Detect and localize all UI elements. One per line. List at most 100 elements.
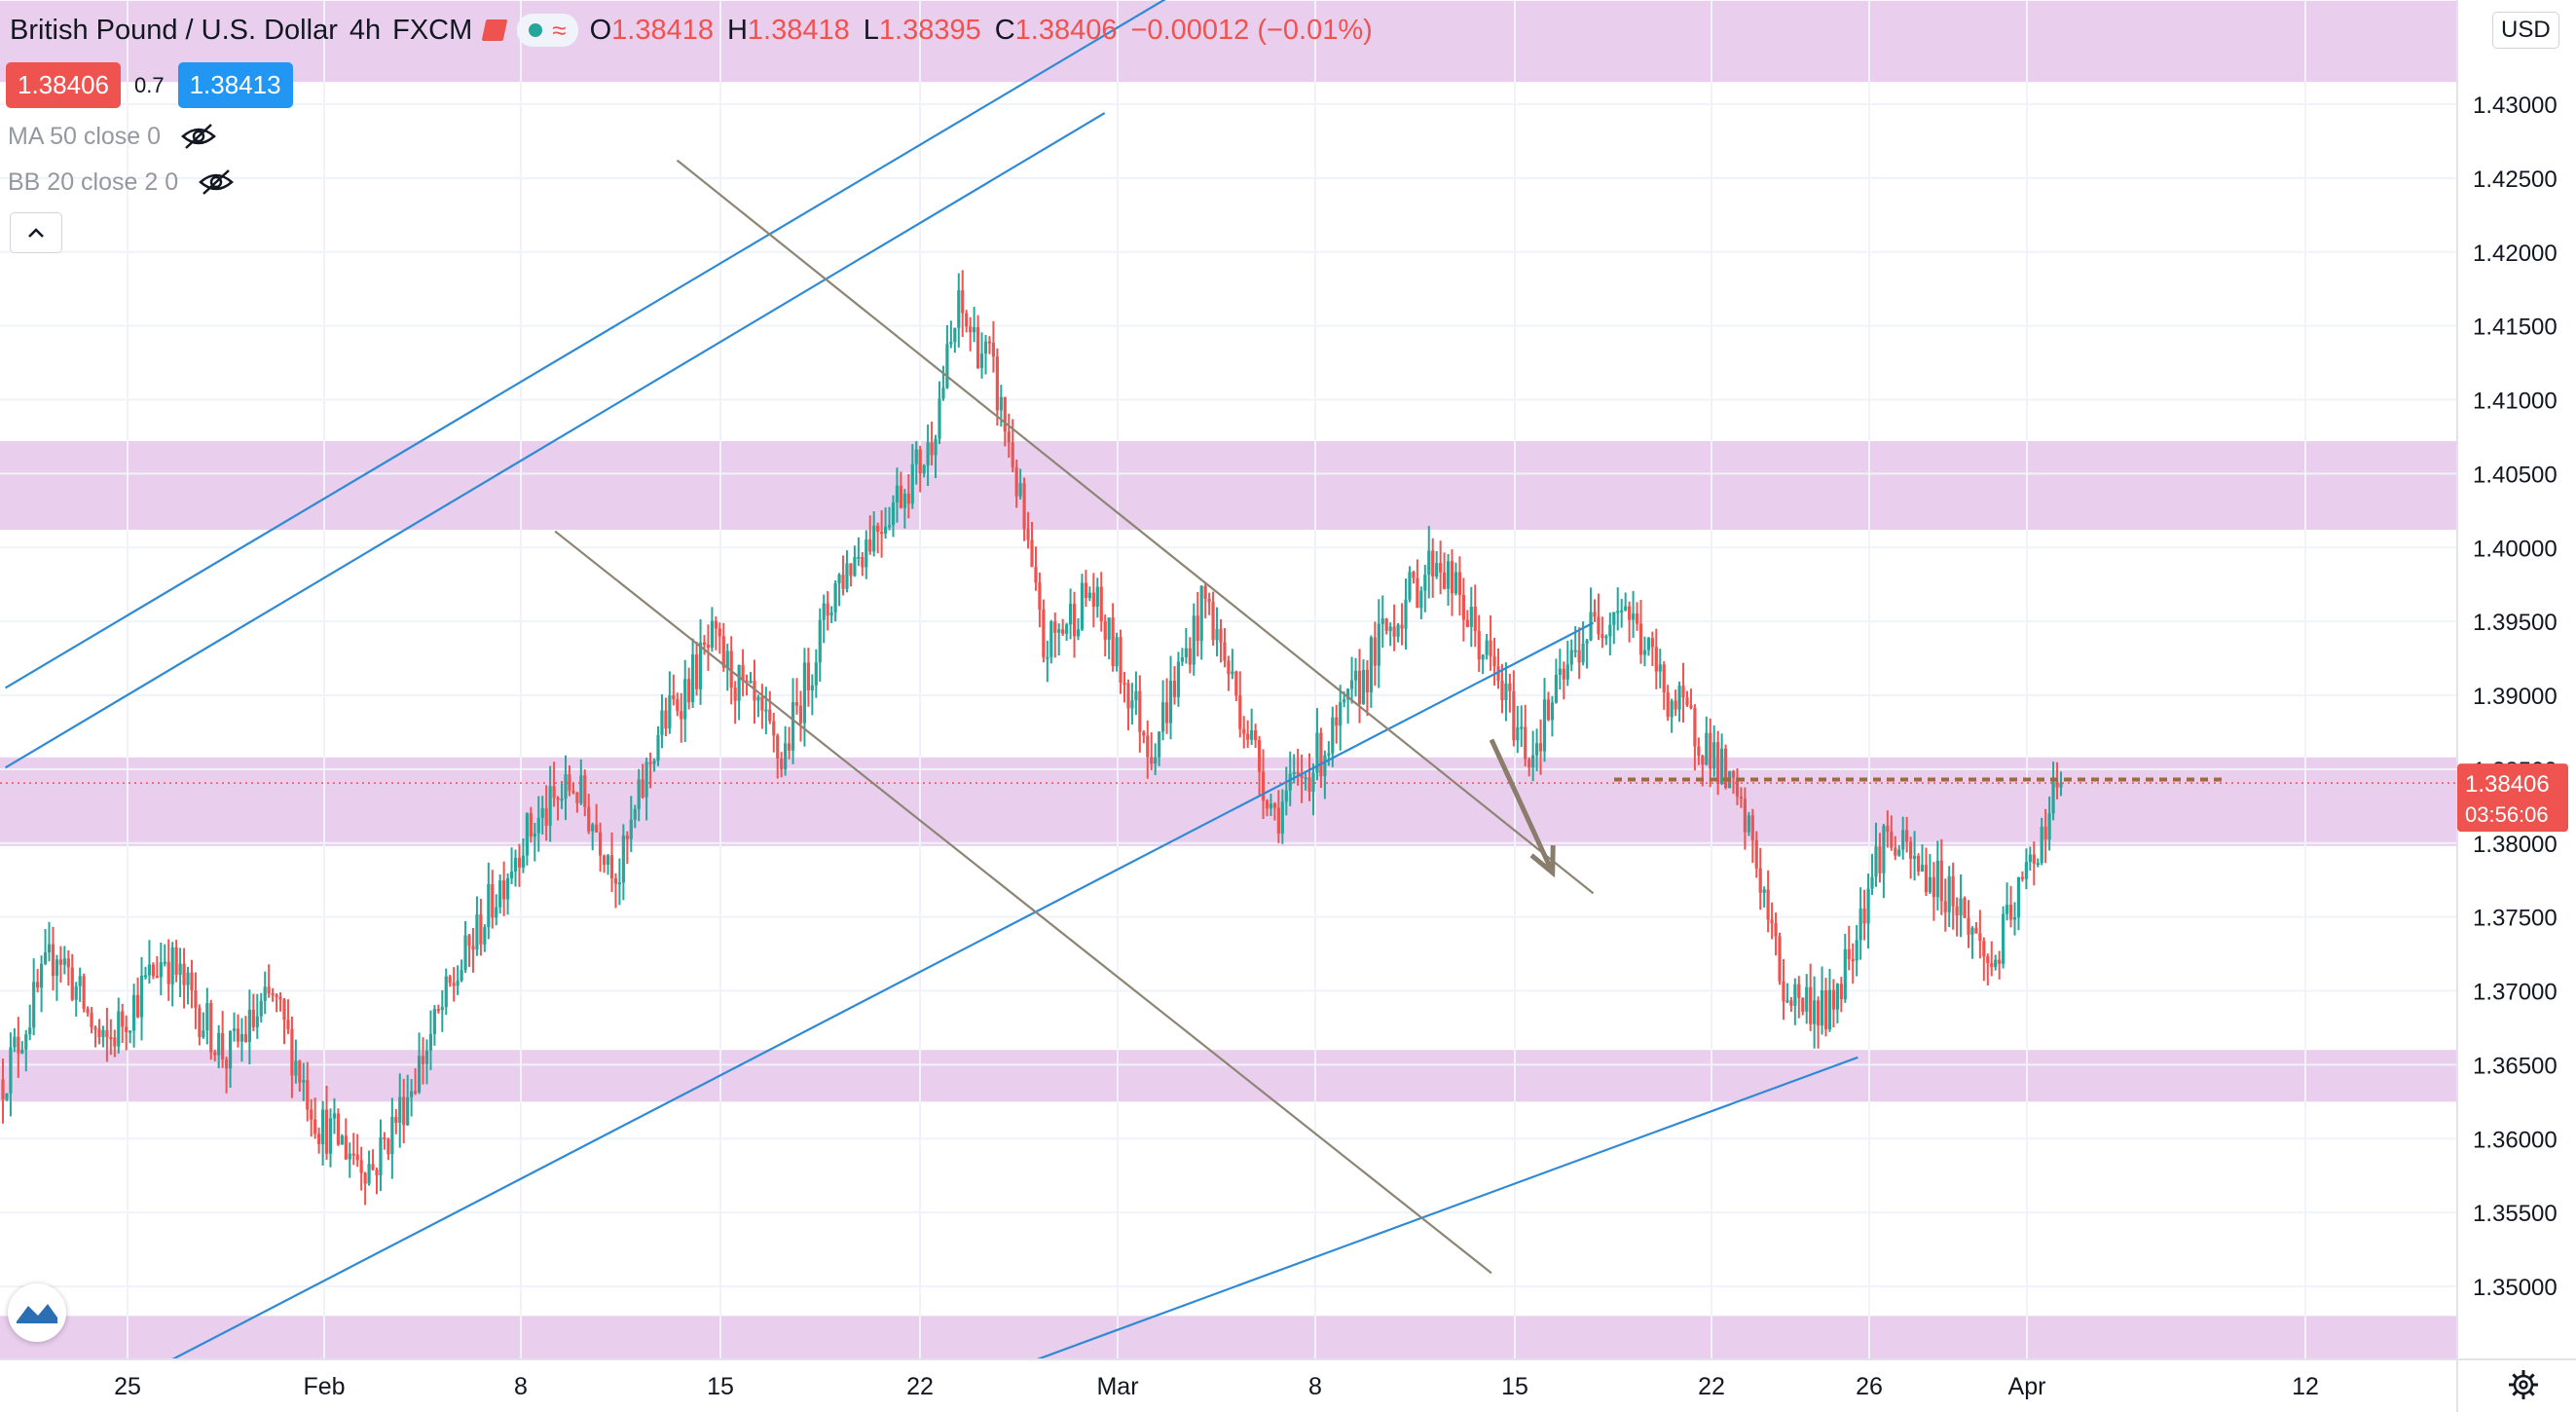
candle-body [969, 326, 973, 333]
candle-body [9, 1047, 13, 1094]
candle-body [1597, 616, 1601, 635]
candle-body [402, 1096, 406, 1126]
gear-icon[interactable] [2506, 1367, 2541, 1402]
candle-body [1577, 650, 1581, 663]
candle-body [213, 1052, 217, 1056]
candle-body [498, 880, 502, 908]
candle-body [271, 993, 275, 996]
candle-body [444, 976, 448, 1008]
candle-body [1589, 612, 1593, 641]
candle-body [949, 342, 953, 345]
candle-body [560, 799, 564, 801]
time-tick-label: 15 [707, 1373, 734, 1400]
candle-body [1886, 826, 1890, 832]
candle-body [733, 687, 737, 701]
buy-button[interactable]: 1.38413 [177, 62, 293, 108]
candle-body [320, 1109, 325, 1144]
candle-body [1046, 656, 1049, 659]
candle-body [131, 994, 136, 1031]
tradingview-logo[interactable] [8, 1283, 66, 1342]
candle-body [2043, 826, 2047, 840]
candle-body [1762, 889, 1766, 893]
candle-body [410, 1091, 414, 1097]
candle-body [1154, 757, 1158, 764]
indicator-bb[interactable]: BB 20 close 2 0 [8, 167, 235, 197]
candle-body [668, 694, 672, 729]
candle-body [1916, 856, 1921, 872]
interval-label[interactable]: 4h [349, 14, 382, 46]
candle-body [1489, 640, 1492, 656]
flag-icon[interactable] [481, 19, 508, 41]
currency-button[interactable]: USD [2492, 12, 2559, 49]
candle-body [587, 806, 591, 832]
candle-body [394, 1117, 398, 1124]
candle-body [390, 1117, 394, 1155]
candle-body [1601, 634, 1604, 639]
price-tick-label: 1.36500 [2473, 1053, 2558, 1079]
candle-body [259, 1000, 263, 1017]
candle-body [1188, 648, 1192, 665]
candle-body [861, 557, 865, 568]
candle-body [1150, 757, 1154, 764]
candle-body [90, 1013, 93, 1028]
candle-body [317, 1133, 321, 1144]
candle-body [375, 1170, 379, 1175]
candle-body [452, 983, 456, 986]
candle-body [440, 1007, 444, 1011]
candle-body [768, 709, 772, 722]
candle-body [1450, 561, 1454, 594]
status-pill[interactable]: ≈ [517, 14, 578, 47]
candle-body [595, 824, 599, 833]
candle-body [691, 654, 695, 703]
price-tick-label: 1.37000 [2473, 980, 2558, 1006]
symbol-title[interactable]: British Pound / U.S. Dollar [10, 14, 338, 46]
candle-body [818, 619, 822, 663]
sell-button[interactable]: 1.38406 [6, 62, 121, 108]
candle-body [135, 994, 140, 1018]
candle-body [371, 1164, 375, 1170]
candle-body [1485, 640, 1489, 655]
spread-label: 0.7 [133, 72, 165, 97]
eye-hidden-icon[interactable] [180, 122, 217, 151]
candle-body [725, 650, 729, 668]
candle-body [1057, 629, 1061, 633]
candle-body [1180, 657, 1184, 662]
candle-body [509, 871, 514, 878]
candle-body [906, 493, 910, 504]
candle-body [1300, 773, 1304, 779]
candle-body [1042, 609, 1046, 658]
candle-body [529, 813, 533, 837]
candle-body [1335, 717, 1339, 726]
candle-body [1581, 643, 1585, 663]
candle-body [1604, 636, 1608, 639]
candle-body [910, 464, 914, 504]
resistance-zone [0, 0, 2457, 83]
candle-body [749, 681, 753, 684]
candle-body [2059, 783, 2063, 788]
candle-body [421, 1056, 425, 1064]
candle-body [1816, 1000, 1821, 1026]
eye-hidden-icon[interactable] [198, 167, 235, 197]
candle-body [517, 857, 522, 868]
candle-body [1014, 466, 1018, 497]
ohlc-values: O1.38418 H1.38418 L1.38395 C1.38406 −0.0… [590, 15, 1373, 47]
candle-body [591, 824, 595, 832]
chevron-up-icon [28, 228, 44, 238]
candle-body [495, 907, 498, 918]
candle-body [198, 1007, 202, 1037]
candle-body [1809, 986, 1813, 1024]
candle-body [1500, 681, 1504, 701]
ohlc-change: −0.00012 (−0.01%) [1130, 14, 1373, 46]
time-tick-label: Mar [1096, 1373, 1138, 1400]
candle-body [471, 946, 475, 950]
indicator-ma[interactable]: MA 50 close 0 [8, 122, 217, 151]
price-tick-label: 1.36000 [2473, 1127, 2558, 1153]
price-badge [2457, 763, 2568, 833]
candle-body [1072, 604, 1077, 637]
candle-body [606, 855, 610, 865]
candle-body [814, 662, 818, 686]
candle-body [58, 959, 62, 965]
collapse-legend-button[interactable] [10, 212, 62, 253]
